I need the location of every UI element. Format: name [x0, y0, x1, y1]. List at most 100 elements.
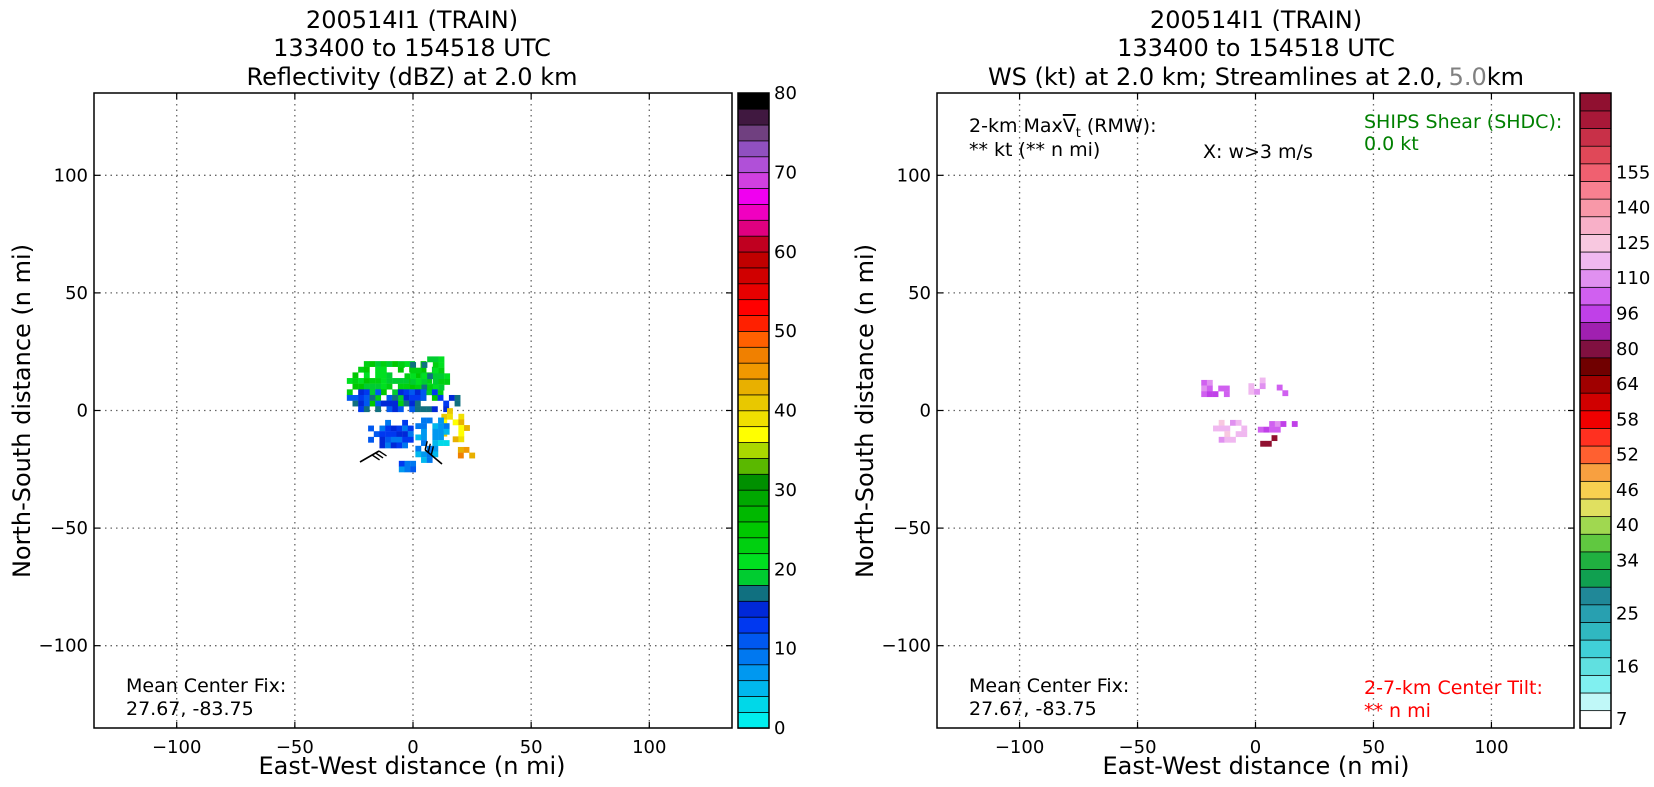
- data-cell: [458, 430, 465, 437]
- ships-shear-label: SHIPS Shear (SHDC):: [1364, 111, 1562, 133]
- data-cell: [375, 366, 382, 373]
- panel1-x-ticks: −100 −50 0 50 100: [152, 93, 666, 758]
- colorbar-tick-label: 40: [774, 401, 797, 422]
- x-tick-label: −50: [276, 737, 314, 758]
- panel2-grid: [937, 93, 1574, 728]
- data-cell: [457, 452, 464, 459]
- colorbar-swatch: [737, 410, 770, 428]
- data-cell: [415, 434, 422, 441]
- colorbar-swatch: [737, 267, 770, 285]
- data-cell: [1213, 425, 1219, 432]
- data-cell: [458, 425, 465, 431]
- colorbar-swatch: [737, 219, 770, 237]
- data-cell: [438, 378, 445, 385]
- colorbar-swatch: [737, 584, 770, 602]
- data-cell: [352, 383, 359, 390]
- data-cell: [1263, 426, 1270, 433]
- colorbar-swatch: [1579, 286, 1612, 306]
- data-cell: [437, 389, 444, 396]
- data-cell: [438, 428, 444, 435]
- colorbar-swatch: [737, 489, 770, 507]
- data-cell: [432, 367, 439, 374]
- colorbar-swatch: [737, 378, 770, 396]
- data-cell: [369, 361, 376, 367]
- colorbar-swatch: [1579, 216, 1612, 235]
- data-cell: [415, 451, 422, 458]
- data-cell: [363, 394, 370, 401]
- panel2-data-field: [1201, 377, 1298, 447]
- colorbar-swatch: [737, 171, 770, 189]
- data-cell: [386, 372, 393, 379]
- colorbar-swatch: [1579, 357, 1612, 376]
- data-cell: [363, 361, 370, 367]
- colorbar-swatch: [1579, 251, 1612, 271]
- data-cell: [432, 434, 439, 441]
- data-cell: [426, 417, 433, 424]
- colorbar-swatch: [1579, 180, 1612, 200]
- data-cell: [403, 389, 410, 396]
- panel2-x-ticks: −100 −50 0 50 100: [995, 93, 1509, 758]
- data-cell: [402, 425, 409, 432]
- colorbar-swatch: [737, 283, 770, 301]
- data-cell: [410, 466, 417, 473]
- x-tick-label: 50: [520, 737, 543, 758]
- colorbar-swatch: [737, 664, 770, 682]
- data-cell: [1248, 383, 1255, 390]
- maxvt-value: ** kt (** n mi): [969, 139, 1100, 161]
- colorbar-swatch: [737, 505, 770, 523]
- y-tick-label: 0: [920, 401, 931, 422]
- data-cell: [443, 400, 450, 407]
- data-cell: [392, 406, 399, 413]
- data-cell: [414, 406, 421, 413]
- data-cell: [1218, 425, 1225, 432]
- wind-barb-flag: [427, 443, 431, 453]
- data-cell: [346, 394, 353, 401]
- data-cell: [385, 442, 391, 449]
- colorbar-swatch: [737, 616, 770, 634]
- data-cell: [444, 373, 451, 380]
- panel1-center-fix-value: 27.67, -83.75: [126, 698, 254, 720]
- data-cell: [363, 389, 370, 396]
- wind-barb-flag: [378, 450, 387, 457]
- colorbar-tick-label: 25: [1616, 603, 1639, 624]
- colorbar-swatch: [737, 552, 770, 570]
- colorbar-swatch: [737, 441, 770, 459]
- data-cell: [402, 436, 409, 443]
- colorbar-tick-label: 80: [1616, 339, 1639, 360]
- colorbar-swatch: [737, 394, 770, 412]
- data-cell: [358, 378, 365, 384]
- panel2-title-line3-grey: 5.0: [1449, 63, 1487, 91]
- data-cell: [379, 425, 386, 432]
- colorbar-swatch: [737, 140, 770, 158]
- colorbar-swatch: [737, 711, 770, 729]
- data-cell: [432, 428, 439, 435]
- colorbar-swatch: [737, 124, 770, 142]
- data-cell: [458, 436, 465, 443]
- data-cell: [397, 389, 404, 396]
- colorbar-swatch: [1579, 304, 1612, 324]
- data-cell: [1254, 388, 1260, 395]
- colorbar-swatch: [1579, 339, 1612, 359]
- reflectivity-colorbar-ticks: 0 10 20 30 40 50 60 70 80: [774, 83, 797, 739]
- maxvt-rmw: (RMW):: [1087, 115, 1157, 137]
- data-cell: [427, 373, 434, 380]
- data-cell: [1206, 385, 1213, 392]
- data-cell: [438, 362, 445, 368]
- colorbar-swatch: [1579, 268, 1612, 288]
- data-cell: [369, 400, 376, 407]
- data-cell: [437, 394, 444, 401]
- colorbar-swatch: [737, 457, 770, 475]
- data-cell: [1223, 391, 1230, 398]
- data-cell: [409, 394, 416, 401]
- data-cell: [403, 361, 410, 367]
- maxvt-subscript: t: [1076, 126, 1081, 141]
- colorbar-swatch: [737, 473, 770, 491]
- data-cell: [358, 400, 365, 407]
- data-cell: [397, 383, 404, 390]
- data-cell: [402, 431, 409, 438]
- data-cell: [363, 406, 370, 413]
- data-cell: [458, 413, 465, 420]
- data-cell: [415, 445, 422, 452]
- panel1-title-line2: 133400 to 154518 UTC: [273, 34, 551, 62]
- colorbar-swatch: [1579, 145, 1612, 165]
